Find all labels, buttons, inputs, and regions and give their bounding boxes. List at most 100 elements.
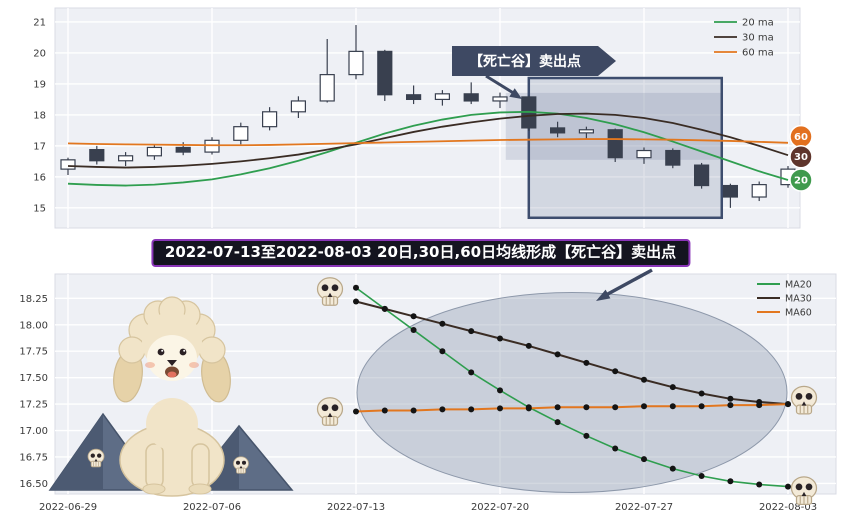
ma-marker (554, 404, 561, 411)
ma-marker (439, 348, 446, 355)
ma-marker (583, 359, 590, 366)
circle-shape (97, 453, 102, 458)
circle-shape (795, 392, 803, 400)
mountain-left-shade (50, 414, 103, 490)
candle-body (636, 149, 652, 159)
skull-icon (790, 476, 818, 505)
y-tick-label: 16.50 (19, 479, 48, 490)
ma-marker (612, 445, 619, 452)
callout-pointer (485, 74, 516, 96)
candle-body (693, 164, 710, 187)
candle-body (117, 155, 134, 162)
x-tick-label: 2022-07-13 (327, 502, 385, 513)
ma-marker (785, 483, 791, 490)
circle-shape (241, 460, 247, 465)
ma-marker (698, 390, 705, 397)
x-tick-label: 2022-06-29 (39, 502, 97, 513)
y-tick-label: 15 (33, 203, 46, 214)
ma-badge (789, 144, 813, 169)
ma-badge-label: 30 (794, 152, 808, 163)
ma-marker (525, 405, 532, 412)
ma-marker (525, 342, 532, 349)
candle-body (290, 100, 306, 113)
y-tick-label: 17 (33, 141, 46, 152)
skull-icon (233, 456, 249, 474)
legend-label: 20 ma (742, 18, 774, 29)
ma-marker (727, 402, 734, 409)
y-tick-label: 17.00 (19, 426, 48, 437)
ma-line (355, 300, 789, 406)
x-tick-label: 2022-07-27 (615, 502, 673, 513)
circle-shape (157, 348, 165, 356)
ma-marker (612, 404, 619, 411)
ma-line (67, 138, 789, 147)
path-shape (327, 412, 333, 417)
y-tick-label: 16 (33, 172, 46, 183)
path-shape (801, 491, 807, 497)
candle-body (348, 50, 364, 76)
legend-label: MA60 (785, 308, 812, 319)
legend-label: MA20 (785, 280, 812, 291)
x-tick-label: 2022-08-03 (759, 502, 817, 513)
candle-body (607, 129, 623, 159)
candle-body (60, 159, 76, 170)
ma-marker (641, 403, 647, 410)
candle-body (377, 50, 393, 96)
circle-shape (321, 284, 329, 292)
ma-marker (468, 369, 475, 376)
ellipse-shape (147, 335, 197, 381)
ma-marker (468, 406, 475, 413)
path-shape (327, 292, 333, 297)
circle-shape (146, 398, 198, 450)
ma-marker (497, 405, 503, 412)
ma-marker (669, 403, 676, 410)
candlestick-plot-area: 15 16 17 18 19 20 21 20 ma 30 ma 60 ma 【死亡谷】卖出点 60 3… (33, 7, 813, 229)
ma-marker (698, 473, 705, 480)
candle-body (262, 111, 278, 128)
ma-marker (727, 478, 734, 485)
polygon-shape (167, 360, 177, 366)
circle-shape (161, 349, 164, 352)
ma-marker (554, 351, 561, 358)
ma-marker (583, 432, 590, 439)
skull-icon (316, 397, 344, 426)
ma-marker (410, 327, 417, 334)
ma-marker (612, 368, 619, 375)
candle-body (722, 184, 739, 198)
ma-marker (727, 395, 734, 402)
circle-shape (321, 404, 329, 412)
y-tick-label: 20 (33, 48, 46, 59)
candle-body (463, 93, 479, 102)
y-tick-label: 18.00 (19, 320, 48, 331)
circle-shape (235, 460, 241, 465)
ma-annotations: MA20 MA30 MA60 (87, 268, 818, 505)
candle-body (549, 127, 566, 134)
y-tick-label: 18 (33, 110, 46, 121)
candle-body (751, 184, 767, 198)
circle-shape (331, 404, 339, 412)
top-panel-bg (54, 7, 801, 229)
x-tick-label: 2022-07-06 (183, 502, 241, 513)
legend-label: 30 ma (742, 33, 774, 44)
ma-marker (669, 465, 676, 472)
ma-marker (583, 404, 590, 411)
circle-shape (331, 284, 339, 292)
path-shape (94, 458, 98, 462)
ellipse-shape (145, 362, 155, 368)
ellipse-shape (142, 483, 166, 495)
summary-banner-text: 2022-07-13至2022-08-03 20日,30日,60日均线形成【死亡… (164, 243, 677, 261)
poodle-illustration (113, 296, 231, 497)
ellipse-shape (188, 483, 212, 495)
y-tick-label: 21 (33, 17, 46, 28)
y-tick-label: 16.75 (19, 452, 48, 463)
ma-marker (756, 481, 763, 488)
callout-arrow-tail (598, 46, 616, 76)
rect-shape (145, 443, 164, 489)
candle-body (89, 149, 105, 162)
y-tick-label: 17.75 (19, 347, 48, 358)
path-shape (239, 465, 243, 469)
ma-marker (381, 305, 388, 312)
circle-shape (805, 483, 813, 491)
skull-icon (87, 448, 105, 468)
